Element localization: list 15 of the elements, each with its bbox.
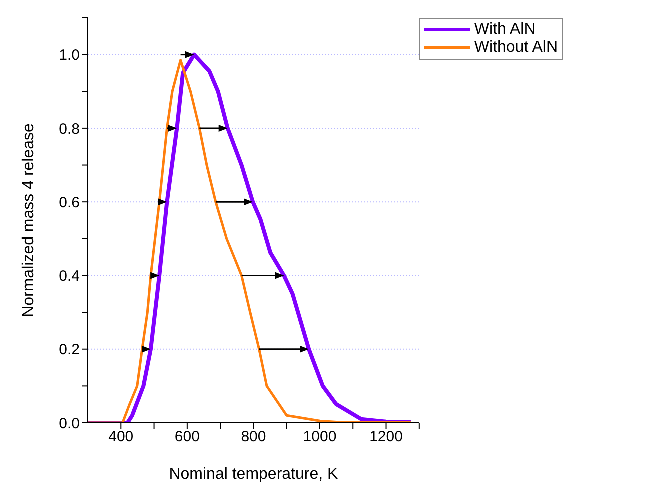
y-tick-label: 0.2 (59, 342, 80, 359)
x-tick-label: 1200 (370, 428, 403, 446)
legend-label: With AlN (474, 21, 536, 39)
y-tick-label: 1.0 (59, 47, 80, 64)
x-tick-label: 800 (241, 428, 266, 446)
y-tick-label: 0.8 (59, 120, 80, 138)
legend-label: Without AlN (474, 39, 558, 57)
x-tick-label: 600 (174, 428, 200, 446)
x-tick-label: 400 (108, 428, 134, 446)
x-tick-label: 1000 (303, 428, 337, 446)
y-tick-label: 0.0 (59, 415, 80, 432)
y-tick-label: 0.4 (59, 268, 80, 286)
y-axis-title: Normalized mass 4 release (20, 123, 38, 318)
y-tick-label: 0.6 (59, 194, 80, 212)
x-axis-title: Nominal temperature, K (169, 466, 339, 483)
